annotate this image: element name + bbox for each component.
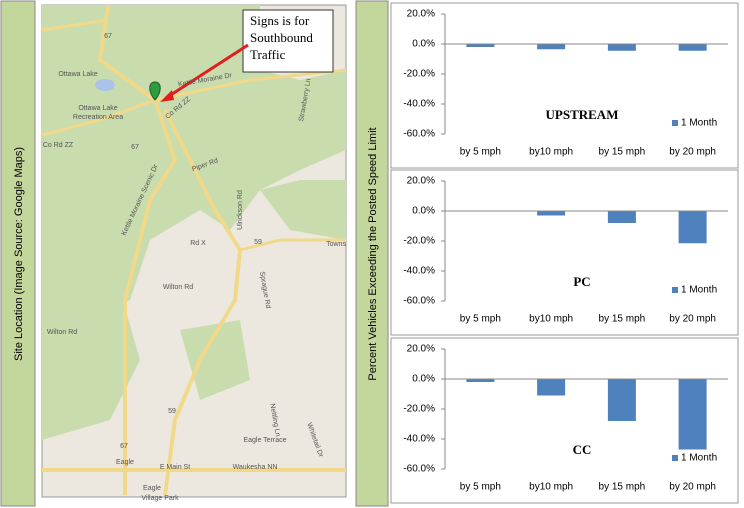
y-tick-label: -20.0% [403,404,435,415]
map-label: Waukesha NN [233,464,278,471]
bar [466,44,495,47]
x-tick-label: by10 mph [529,482,573,493]
y-tick-label: -20.0% [403,236,435,247]
map-label: 59 [168,408,176,415]
y-tick-label: 0.0% [412,39,435,50]
y-tick-label: -40.0% [403,99,435,110]
map-label: Ottawa Lake [58,71,97,78]
map-label: 67 [131,144,139,151]
y-tick-label: -60.0% [403,464,435,475]
y-tick-label: -60.0% [403,129,435,140]
x-tick-label: by 15 mph [599,482,646,493]
x-tick-label: by 15 mph [599,147,646,158]
legend-swatch [672,120,678,126]
map-label: Eagle Terrace [243,437,286,444]
x-tick-label: by 15 mph [599,314,646,325]
chart-frame [390,169,739,336]
chart-frame [390,2,739,169]
map-label: E Main St [160,464,190,471]
bar [678,379,707,450]
y-tick-label: -40.0% [403,266,435,277]
map-label: Rd X [190,240,206,247]
x-tick-label: by 5 mph [460,482,501,493]
bar [466,379,495,382]
callout-text: Southbound [250,30,313,45]
legend-label: 1 Month [681,118,717,129]
legend-label: 1 Month [681,285,717,296]
map-label: Eagle [116,459,134,466]
bar [607,44,636,51]
map-label: Ulrickson Rd [237,190,244,230]
map-label: 67 [104,33,112,40]
map-label: Towns [326,241,346,248]
side-strip [355,0,389,507]
map-label: Wilton Rd [163,284,193,291]
callout-text: Traffic [250,47,286,62]
map-label: Co Rd ZZ [43,142,74,149]
y-tick-label: 20.0% [407,9,435,20]
x-tick-label: by10 mph [529,147,573,158]
y-tick-label: -60.0% [403,296,435,307]
bar [537,44,566,50]
x-tick-label: by 20 mph [669,482,716,493]
map-label: Eagle [143,485,161,492]
y-tick-label: 20.0% [407,176,435,187]
map-label: 67 [120,443,128,450]
x-tick-label: by 5 mph [460,147,501,158]
side-label: Site Location (Image Source: Google Maps… [13,147,25,361]
chart-title: CC [573,442,592,457]
y-tick-label: 0.0% [412,206,435,217]
callout-text: Signs is for [250,13,310,28]
y-tick-label: 0.0% [412,374,435,385]
bar [537,379,566,396]
x-tick-label: by 20 mph [669,314,716,325]
map-label: Village Park [141,495,179,502]
map-label: Ottawa Lake [78,105,117,112]
side-strip [0,0,36,507]
x-tick-label: by 5 mph [460,314,501,325]
bar [678,211,707,244]
x-tick-label: by 20 mph [669,147,716,158]
map-label: Recreation Area [73,114,123,121]
legend-label: 1 Month [681,453,717,464]
y-tick-label: 20.0% [407,344,435,355]
bar [678,44,707,51]
x-tick-label: by10 mph [529,314,573,325]
bar [537,211,566,216]
bar [607,211,636,223]
legend-swatch [672,455,678,461]
legend-swatch [672,287,678,293]
map-label: Wilton Rd [47,329,77,336]
y-tick-label: -20.0% [403,69,435,80]
map-label: 59 [254,239,262,246]
bar [607,379,636,421]
chart-title: PC [573,274,590,289]
y-tick-label: -40.0% [403,434,435,445]
chart-title: UPSTREAM [546,107,619,122]
side-label: Percent Vehicles Exceeding the Posted Sp… [367,127,379,380]
map [41,4,347,498]
